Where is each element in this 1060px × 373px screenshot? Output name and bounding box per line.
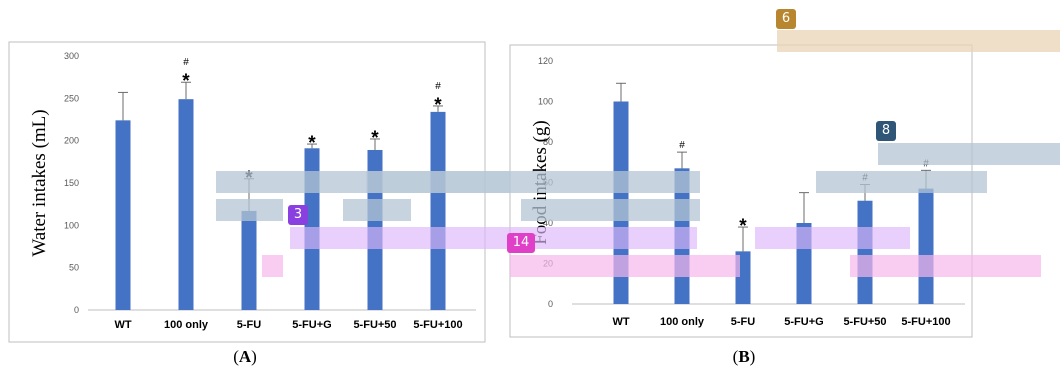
x-tick-label: 5-FU+G [784,316,823,328]
bar [918,188,934,304]
significance-star: * [434,95,442,116]
overlay-box [290,227,697,249]
panel-a-label: (A) [233,347,257,366]
x-tick-label: 5-FU [237,319,262,331]
panel-b-label: (B) [733,347,756,366]
bar [430,111,446,310]
y-tick-label: 100 [538,97,553,107]
y-tick-label: 120 [538,56,553,66]
y-tick-label: 40 [543,218,553,228]
x-tick-label: WT [612,316,629,328]
overlay-box [343,199,411,221]
bar [241,210,257,310]
significance-hash: # [183,57,189,68]
overlay-box [366,171,510,193]
bar [178,99,194,311]
significance-star: * [739,216,747,237]
significance-hash: # [435,81,441,92]
x-tick-label: 100 only [660,316,705,328]
x-tick-label: 5-FU [731,316,756,328]
y-tick-label: 150 [64,178,79,188]
overlay-badge: 3 [288,205,308,225]
overlay-box [262,255,283,277]
overlay-box [216,199,283,221]
x-tick-label: 5-FU+100 [901,316,950,328]
x-tick-label: 5-FU+50 [353,319,396,331]
overlay-badge: 6 [776,9,796,29]
overlay-box [510,171,700,193]
y-tick-label: 50 [69,263,79,273]
x-tick-label: 5-FU+100 [413,319,462,331]
significance-star: * [371,128,379,149]
overlay-box [777,30,1060,52]
y-tick-label: 80 [543,137,553,147]
overlay-badge: 14 [507,233,535,253]
bar [115,120,131,310]
overlay-box [510,255,740,277]
x-tick-label: 5-FU+50 [843,316,886,328]
overlay-badge: 8 [876,121,896,141]
x-tick-label: 100 only [164,319,209,331]
y-axis-label: Water intakes (mL) [29,109,50,256]
overlay-box [850,255,1041,277]
significance-star: * [182,71,190,92]
y-tick-label: 200 [64,136,79,146]
significance-star: * [308,133,316,154]
bar [857,200,873,304]
y-tick-label: 300 [64,51,79,61]
overlay-box [816,171,987,193]
y-tick-label: 100 [64,220,79,230]
y-tick-label: 0 [548,299,553,309]
overlay-box [878,143,1060,165]
y-tick-label: 0 [74,305,79,315]
significance-hash: # [679,140,685,151]
y-tick-label: 250 [64,93,79,103]
x-tick-label: WT [114,319,131,331]
overlay-box [521,199,700,221]
x-tick-label: 5-FU+G [292,319,331,331]
overlay-box [755,227,910,249]
